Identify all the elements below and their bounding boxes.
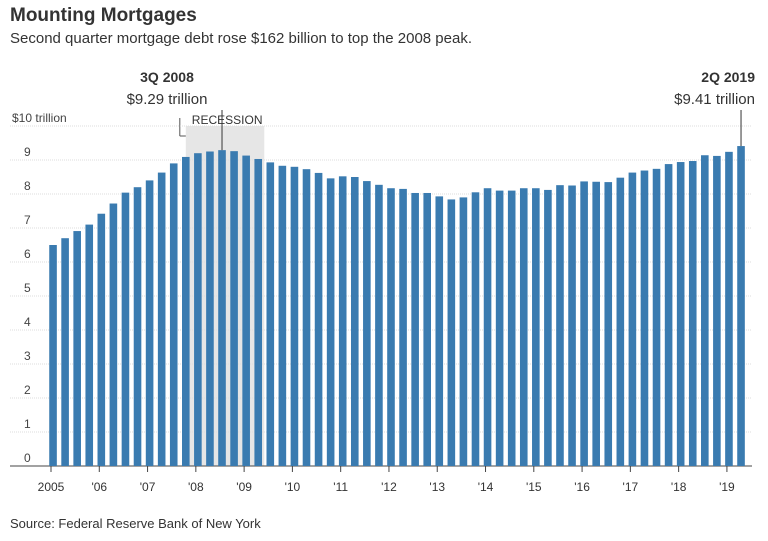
value-label: $9.41 trillion xyxy=(674,91,755,108)
bar xyxy=(254,158,263,467)
bar xyxy=(314,172,323,467)
bar xyxy=(278,165,287,466)
bar xyxy=(266,162,275,466)
y-tick-label: 7 xyxy=(24,213,31,227)
x-tick-label: '06 xyxy=(91,480,107,494)
bar xyxy=(157,172,166,466)
bar xyxy=(97,213,106,466)
bar xyxy=(121,192,130,466)
bar xyxy=(676,162,685,467)
annotation-title: 2Q 2019 xyxy=(701,69,755,85)
bar xyxy=(411,192,419,467)
x-tick-label: '15 xyxy=(526,480,542,494)
bar xyxy=(387,188,395,466)
bar xyxy=(544,189,552,467)
bar xyxy=(664,164,673,466)
bar xyxy=(604,182,613,466)
bar xyxy=(435,196,444,466)
bar xyxy=(568,185,576,466)
bar xyxy=(206,151,214,466)
x-tick-label: '16 xyxy=(574,480,590,494)
y-tick-label: 9 xyxy=(24,145,31,159)
x-tick-label: '09 xyxy=(236,480,252,494)
x-tick-label: '13 xyxy=(429,480,445,494)
bar xyxy=(459,197,468,466)
x-tick-label: 2005 xyxy=(38,480,65,494)
bar xyxy=(182,156,190,466)
y-tick-label: 4 xyxy=(24,315,31,329)
bar xyxy=(338,176,347,466)
bar xyxy=(133,187,142,466)
y-tick-label: 1 xyxy=(24,417,31,431)
bar xyxy=(375,184,383,466)
bar xyxy=(290,166,299,467)
bar xyxy=(688,161,697,466)
bar xyxy=(145,180,154,466)
bar xyxy=(737,146,745,466)
bar xyxy=(616,177,625,466)
y-tick-label: 5 xyxy=(24,281,31,295)
bar xyxy=(640,170,649,467)
bar xyxy=(194,153,202,466)
bar xyxy=(49,245,57,466)
bar xyxy=(218,150,226,466)
x-tick-label: '08 xyxy=(188,480,204,494)
bar xyxy=(519,188,528,466)
bar xyxy=(556,185,564,466)
bar xyxy=(169,163,178,466)
bar xyxy=(302,169,311,466)
bar xyxy=(326,178,335,467)
bar xyxy=(363,181,371,466)
bar xyxy=(230,151,238,466)
x-tick-label: '12 xyxy=(381,480,397,494)
y-tick-label: 3 xyxy=(24,349,31,363)
recession-label: RECESSION xyxy=(192,113,263,127)
bar xyxy=(507,190,516,466)
y-tick-label: 2 xyxy=(24,383,31,397)
bar xyxy=(628,172,637,466)
bar xyxy=(85,224,94,466)
y-tick-label: 6 xyxy=(24,247,31,261)
bar xyxy=(483,188,492,466)
bar xyxy=(350,177,359,466)
x-tick-label: '14 xyxy=(478,480,494,494)
source: Source: Federal Reserve Bank of New York xyxy=(10,516,261,531)
bar xyxy=(109,203,118,466)
chart-title: Mounting Mortgages xyxy=(10,5,197,26)
bar xyxy=(447,199,456,466)
bar xyxy=(580,181,588,467)
value-label: $9.29 trillion xyxy=(127,91,208,108)
bar xyxy=(73,231,81,466)
bar xyxy=(713,155,721,467)
bar xyxy=(592,181,600,466)
bar xyxy=(701,155,709,467)
x-tick-label: '07 xyxy=(140,480,156,494)
y-tick-label: $10 trillion xyxy=(12,111,67,125)
x-tick-label: '11 xyxy=(333,480,348,494)
bar xyxy=(652,168,661,466)
bar xyxy=(471,192,480,467)
bar xyxy=(423,192,432,467)
annotation-title: 3Q 2008 xyxy=(140,69,194,85)
y-tick-label: 0 xyxy=(24,451,31,465)
x-tick-label: '10 xyxy=(285,480,301,494)
bar xyxy=(725,151,733,466)
x-tick-label: '19 xyxy=(719,480,735,494)
chart-subtitle: Second quarter mortgage debt rose $162 b… xyxy=(10,30,472,47)
bar xyxy=(495,190,504,466)
x-tick-label: '18 xyxy=(671,480,687,494)
bar xyxy=(532,188,540,466)
bar xyxy=(399,188,407,466)
bar xyxy=(61,238,69,466)
bar xyxy=(242,155,250,466)
x-tick-label: '17 xyxy=(623,480,639,494)
y-tick-label: 8 xyxy=(24,179,31,193)
